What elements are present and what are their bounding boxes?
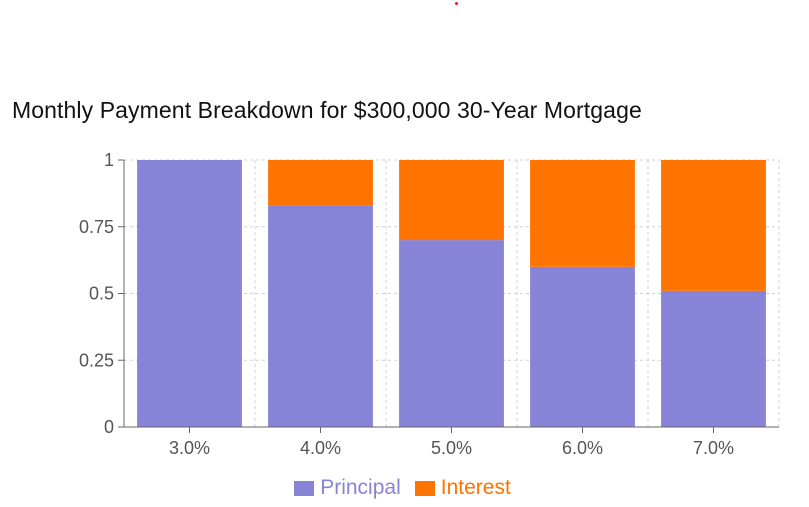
- bar-interest: [268, 160, 373, 206]
- bar-principal: [268, 205, 373, 427]
- bar-interest: [661, 160, 766, 291]
- x-tick-label: 5.0%: [431, 438, 472, 458]
- red-dot-marker: [455, 2, 458, 5]
- legend-item-interest[interactable]: Interest: [414, 476, 511, 500]
- x-tick-label: 7.0%: [693, 438, 734, 458]
- x-tick-label: 3.0%: [169, 438, 210, 458]
- legend-item-principal[interactable]: Principal: [294, 476, 401, 500]
- bar-interest: [530, 160, 635, 267]
- chart-svg: 0 0.25 0.5 0.75 1 3.0% 4.0% 5.0% 6.0% 7.0%: [79, 150, 780, 458]
- legend-swatch-interest: [414, 480, 435, 496]
- bar-principal: [661, 290, 766, 427]
- y-tick-label: 0: [104, 417, 114, 437]
- y-tick-label: 1: [104, 150, 114, 170]
- x-tick-label: 6.0%: [562, 438, 603, 458]
- bar-interest: [399, 160, 504, 241]
- bar-principal: [137, 160, 242, 427]
- legend: Principal Interest: [0, 476, 807, 500]
- chart-title: Monthly Payment Breakdown for $300,000 3…: [12, 97, 642, 123]
- bar-principal: [399, 240, 504, 427]
- legend-swatch-principal: [294, 480, 315, 496]
- y-tick-label: 0.25: [79, 350, 114, 370]
- bar-principal: [530, 266, 635, 427]
- x-tick-label: 4.0%: [300, 438, 341, 458]
- y-tick-label: 0.75: [79, 217, 114, 237]
- legend-label-principal: Principal: [320, 476, 401, 499]
- legend-label-interest: Interest: [440, 476, 511, 499]
- y-tick-label: 0.5: [89, 284, 114, 304]
